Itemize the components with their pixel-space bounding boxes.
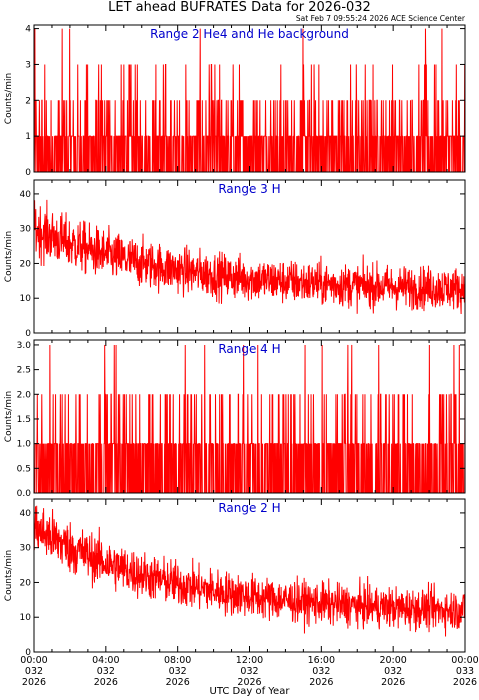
- x-tick-label-line: 00:00: [20, 655, 47, 666]
- x-axis-label: UTC Day of Year: [210, 686, 291, 697]
- y-tick-label: 3.0: [17, 341, 32, 351]
- y-tick-label: 10: [20, 294, 32, 304]
- x-tick-label-line: 2026: [453, 677, 477, 688]
- x-tick-label-line: 032: [169, 666, 187, 677]
- panel-title: Range 2 H: [218, 501, 280, 515]
- x-tick-label-line: 04:00: [92, 655, 119, 666]
- y-tick-label: 10: [20, 613, 32, 623]
- series-line: [33, 28, 466, 173]
- y-tick-label: 4: [25, 25, 31, 35]
- series-line: [33, 505, 466, 637]
- y-tick-label: 20: [20, 259, 32, 269]
- y-tick-label: 0.5: [17, 464, 31, 474]
- y-tick-label: 20: [20, 578, 32, 588]
- x-tick-label-line: 12:00: [236, 655, 263, 666]
- x-tick-label-line: 032: [25, 666, 43, 677]
- series-line: [34, 344, 466, 494]
- x-tick-label-line: 2026: [166, 677, 190, 688]
- y-tick-label: 30: [20, 225, 32, 235]
- panel-title: Range 2 He4 and He background: [150, 27, 349, 41]
- y-tick-label: 30: [20, 544, 32, 554]
- x-tick-label-line: 2026: [94, 677, 118, 688]
- x-tick-label-line: 08:00: [164, 655, 191, 666]
- page-title: LET ahead BUFRATES Data for 2026-032: [108, 0, 371, 15]
- y-tick-label: 1: [25, 132, 31, 142]
- x-tick-label-line: 2026: [309, 677, 333, 688]
- x-tick-label-line: 2026: [381, 677, 405, 688]
- y-tick-label: 40: [20, 509, 32, 519]
- y-tick-label: 2: [25, 96, 31, 106]
- y-tick-label: 2.0: [17, 390, 32, 400]
- panel-4: 0 10 20 30 40 Counts/min Range 2 H: [4, 498, 466, 658]
- generation-timestamp: Sat Feb 7 09:55:24 2026 ACE Science Cent…: [295, 14, 465, 23]
- y-tick-label: 0.0: [17, 489, 32, 499]
- series-line: [33, 199, 466, 315]
- x-tick-label-line: 00:00: [451, 655, 478, 666]
- y-tick-label: 2.5: [17, 366, 31, 376]
- y-tick-label: 40: [20, 190, 32, 200]
- y-tick-label: 1.0: [17, 440, 32, 450]
- y-axis-label: Counts/min: [4, 391, 14, 442]
- x-tick-label-line: 2026: [237, 677, 261, 688]
- panel-2: 0 10 20 30 40 Counts/min Range 3 H: [4, 179, 466, 339]
- y-tick-label: 0: [25, 329, 31, 339]
- x-tick-label-line: 20:00: [379, 655, 406, 666]
- panel-3: 0.0 0.5 1.0 1.5 2.0 2.5 3.0 Counts/min Range 4 H: [4, 339, 466, 499]
- x-tick-label-line: 16:00: [308, 655, 335, 666]
- y-tick-label: 0: [25, 648, 31, 658]
- panel-1: 0 1 2 3 4 Counts/min Range 2 He4 and He backgr…: [4, 24, 466, 178]
- x-tick-label-line: 033: [456, 666, 474, 677]
- panel-title: Range 4 H: [218, 342, 280, 356]
- y-tick-label: 1.5: [17, 415, 31, 425]
- x-tick-label-line: 032: [97, 666, 115, 677]
- y-tick-label: 3: [25, 60, 31, 70]
- x-tick-label-line: 2026: [22, 677, 46, 688]
- panel-title: Range 3 H: [218, 182, 280, 196]
- y-axis-label: Counts/min: [4, 550, 14, 601]
- y-axis-label: Counts/min: [4, 231, 14, 282]
- x-tick-label-line: 032: [312, 666, 330, 677]
- x-tick-label-line: 032: [384, 666, 402, 677]
- x-tick-label-line: 032: [240, 666, 258, 677]
- plot-frame: [33, 498, 466, 653]
- y-axis-label: Counts/min: [4, 73, 14, 124]
- y-tick-label: 0: [25, 168, 31, 178]
